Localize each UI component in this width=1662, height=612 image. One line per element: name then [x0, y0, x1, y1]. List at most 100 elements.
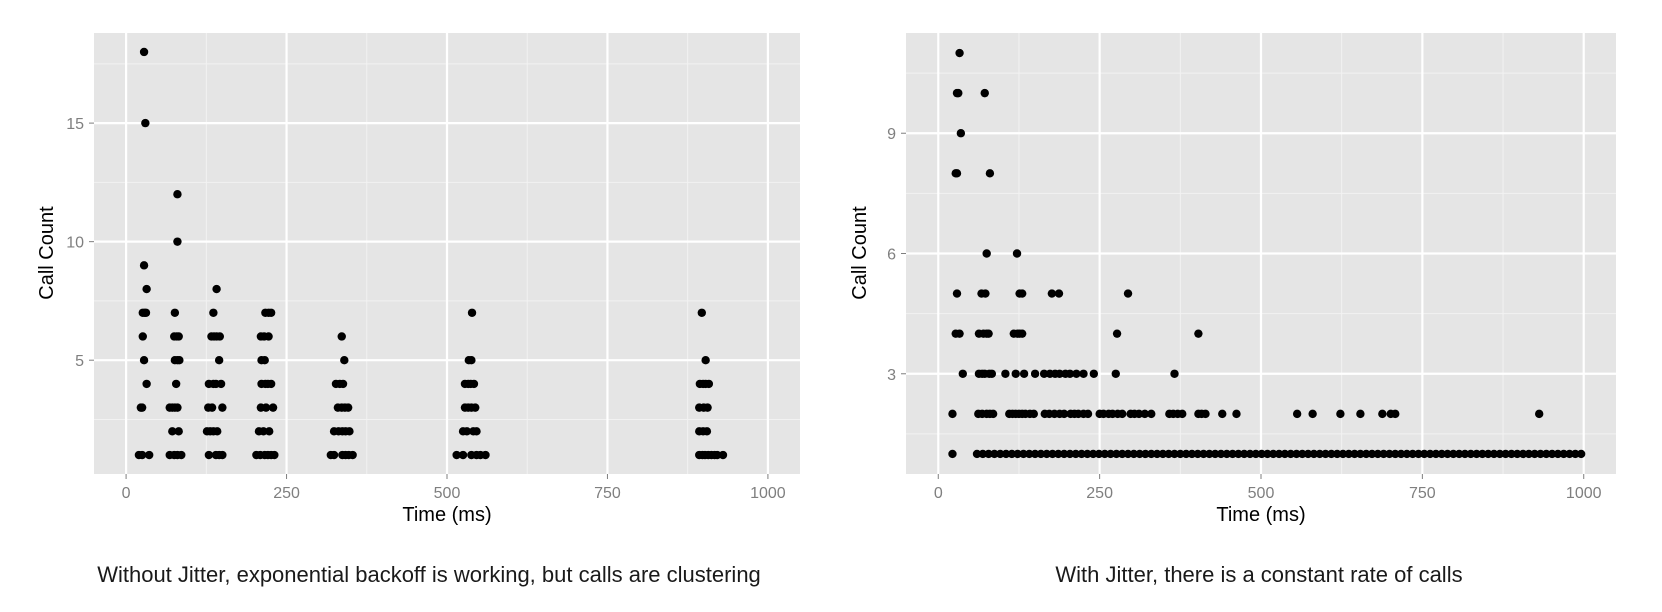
data-point — [340, 355, 349, 365]
axis-ticks: 0 250 500 750 1000 5 10 15 — [66, 116, 786, 502]
data-point — [1123, 449, 1133, 459]
data-points — [134, 47, 728, 460]
data-point — [1245, 449, 1255, 459]
data-point — [1112, 449, 1121, 459]
data-point — [1391, 409, 1400, 419]
data-point — [713, 450, 722, 460]
data-point — [1065, 449, 1075, 459]
data-point — [1402, 449, 1412, 459]
grid-lines — [94, 33, 800, 474]
data-point — [952, 289, 962, 298]
data-point — [954, 88, 963, 98]
data-point — [1007, 449, 1017, 459]
data-point — [137, 403, 147, 412]
data-point — [1176, 449, 1185, 459]
data-point — [955, 329, 964, 338]
x-tick-label: 500 — [1248, 485, 1275, 502]
data-point — [1518, 449, 1528, 459]
data-point — [1553, 449, 1563, 459]
data-point — [1373, 449, 1383, 459]
data-point — [270, 450, 279, 460]
data-point — [1001, 369, 1010, 378]
data-point — [1542, 449, 1551, 459]
data-point — [955, 48, 964, 58]
data-point — [1356, 449, 1365, 459]
data-point — [1029, 409, 1039, 419]
data-point — [348, 450, 357, 460]
data-point — [139, 261, 149, 270]
data-point — [171, 379, 181, 389]
data-point — [1054, 449, 1063, 459]
data-point — [1362, 449, 1371, 459]
data-point — [1012, 249, 1022, 258]
data-point — [1228, 449, 1237, 459]
x-tick-label: 0 — [934, 485, 943, 502]
data-point — [329, 450, 339, 460]
data-point — [139, 355, 149, 365]
data-point — [1083, 449, 1092, 459]
data-point — [980, 88, 989, 98]
data-point — [467, 308, 477, 317]
data-point — [984, 329, 993, 338]
data-point — [1269, 449, 1278, 459]
x-axis-title: Time (ms) — [402, 504, 491, 526]
data-point — [1309, 449, 1319, 459]
x-tick-label: 250 — [273, 485, 300, 502]
data-point — [452, 450, 461, 460]
data-point — [1025, 449, 1034, 459]
data-point — [1042, 449, 1051, 459]
x-tick-label: 1000 — [750, 485, 786, 502]
data-point — [1140, 409, 1150, 419]
data-point — [1187, 449, 1197, 459]
data-point — [1047, 289, 1057, 298]
data-point — [981, 289, 990, 298]
data-point — [988, 409, 998, 419]
data-point — [1054, 289, 1064, 298]
data-point — [265, 427, 274, 436]
data-point — [952, 169, 962, 178]
data-point — [1216, 449, 1226, 459]
data-point — [1164, 449, 1173, 459]
data-point — [175, 355, 184, 365]
data-point — [1449, 449, 1458, 459]
data-point — [1030, 369, 1040, 378]
data-point — [1257, 449, 1266, 459]
data-point — [1420, 449, 1429, 459]
data-point — [168, 427, 177, 436]
data-point — [261, 403, 271, 412]
data-point — [1017, 329, 1027, 338]
data-point — [481, 450, 490, 460]
data-point — [996, 449, 1005, 459]
data-point — [141, 118, 150, 128]
data-point — [174, 427, 183, 436]
data-point — [1201, 409, 1210, 419]
data-point — [1134, 409, 1144, 419]
data-point — [260, 355, 269, 365]
data-point — [266, 308, 276, 317]
data-point — [1534, 409, 1544, 419]
data-point — [697, 308, 707, 317]
data-point — [1094, 449, 1104, 459]
x-tick-label: 750 — [594, 485, 621, 502]
data-point — [1072, 369, 1081, 378]
data-point — [1524, 449, 1534, 459]
data-point — [1079, 369, 1088, 378]
data-point — [1222, 449, 1231, 459]
data-point — [1408, 449, 1417, 459]
data-point — [1147, 449, 1156, 459]
data-point — [1112, 329, 1122, 338]
data-point — [337, 332, 346, 341]
data-point — [139, 47, 149, 57]
data-point — [1536, 449, 1545, 459]
data-point — [972, 449, 982, 459]
data-point — [1292, 409, 1302, 419]
data-point — [343, 403, 353, 412]
data-point — [1414, 449, 1423, 459]
data-point — [1036, 449, 1046, 459]
data-point — [1199, 449, 1208, 459]
data-point — [1100, 449, 1110, 459]
data-point — [472, 427, 481, 436]
data-point — [1001, 449, 1011, 459]
data-point — [1472, 449, 1481, 459]
data-point — [956, 129, 966, 138]
